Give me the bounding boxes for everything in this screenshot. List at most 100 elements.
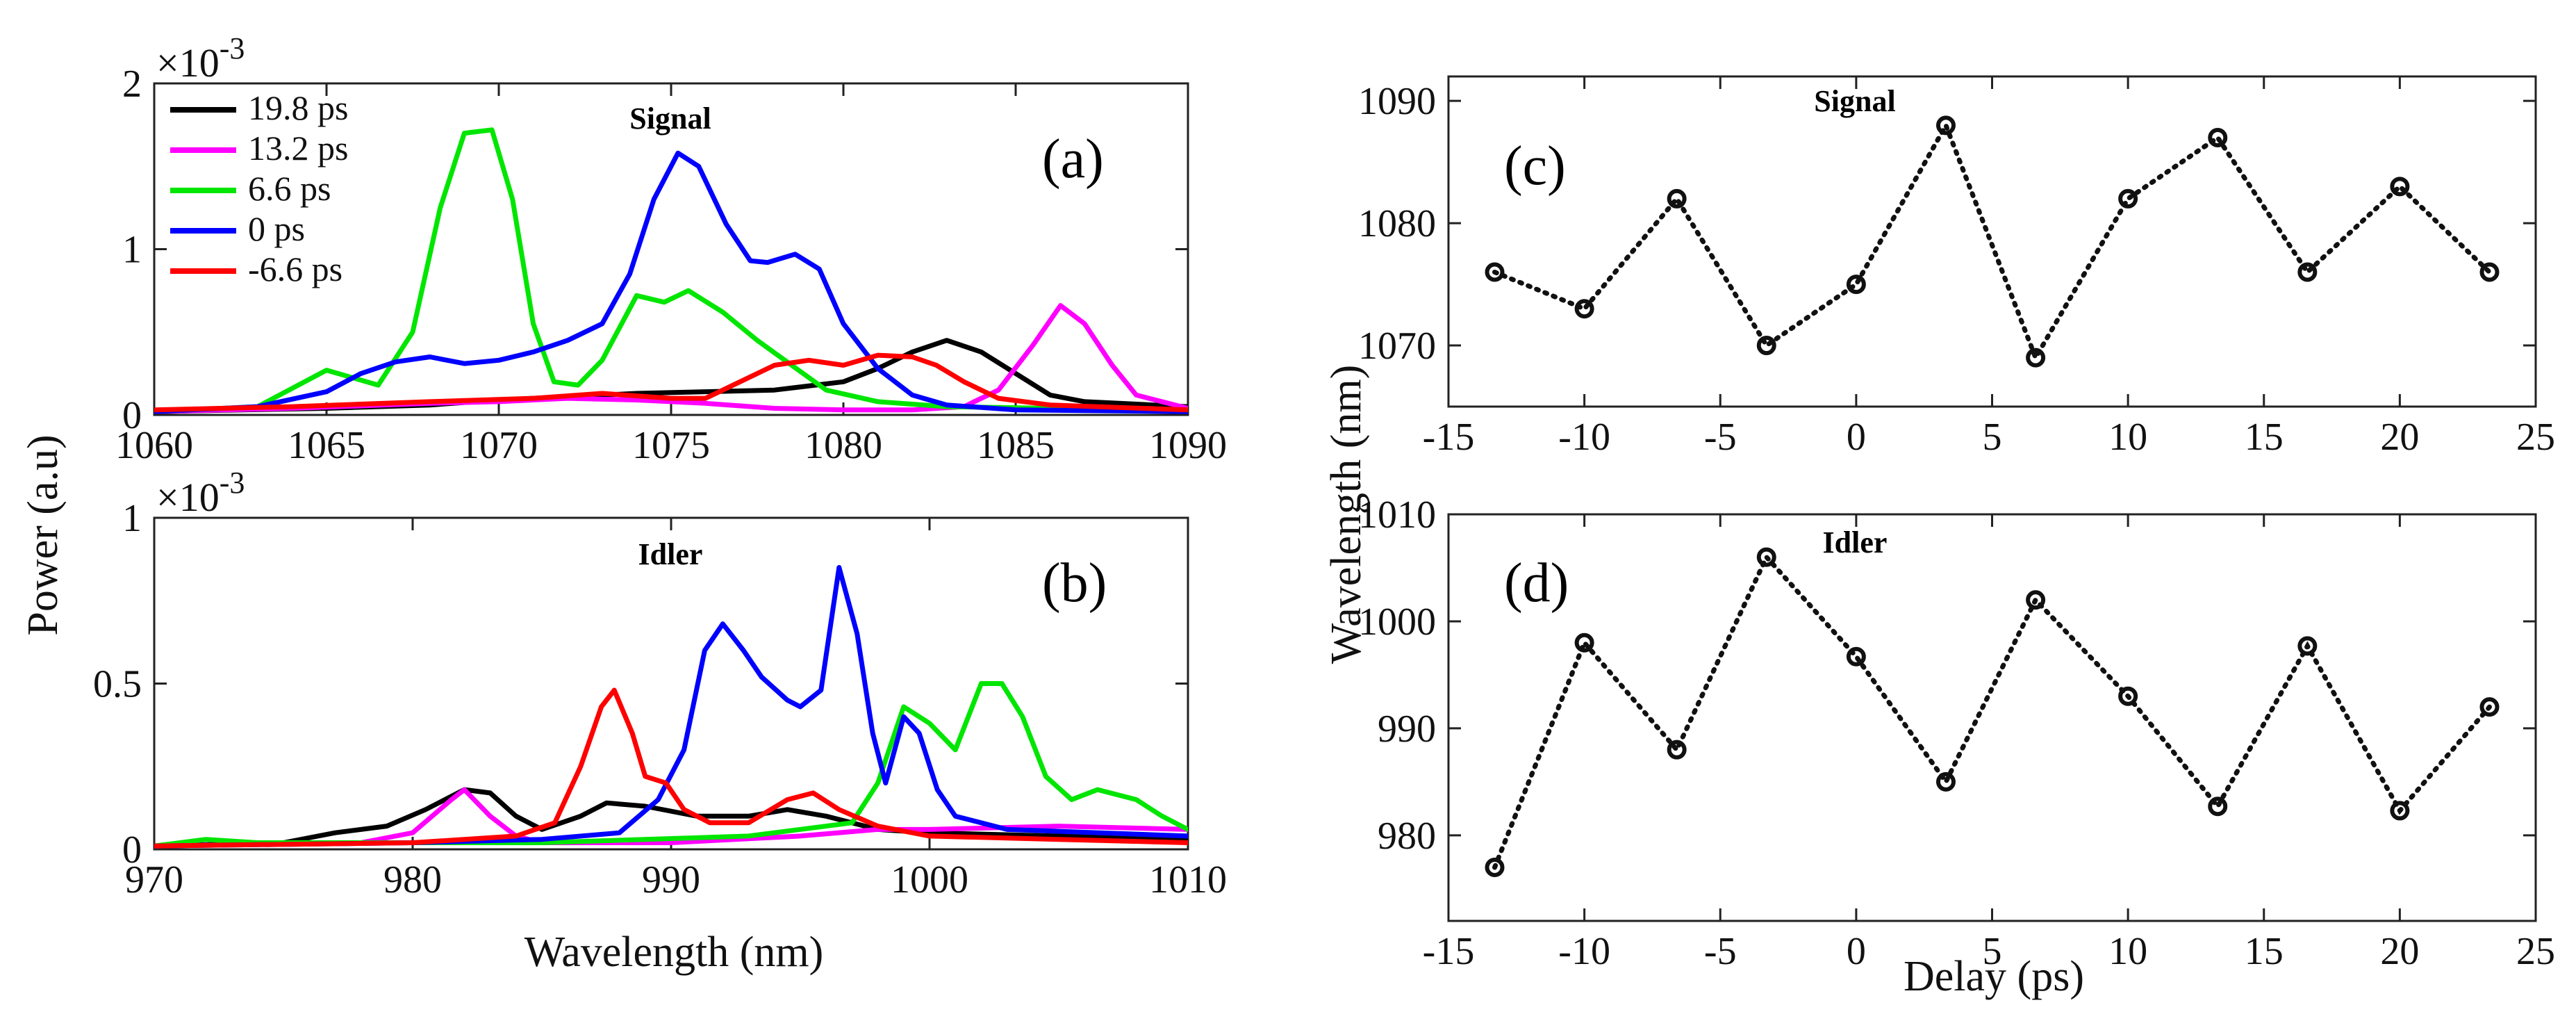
panel-title: Signal bbox=[1814, 84, 1895, 118]
data-point-marker bbox=[2208, 127, 2228, 147]
x-tick-label: 25 bbox=[2516, 930, 2555, 973]
x-tick-label: -15 bbox=[1423, 416, 1475, 459]
data-layer bbox=[154, 127, 1188, 414]
x-tick-label: 5 bbox=[1983, 416, 2002, 459]
right-x-axis-title: Delay (ps) bbox=[1904, 953, 2084, 1000]
x-tick-label: 1075 bbox=[632, 424, 710, 467]
x-tick-label: 990 bbox=[642, 858, 700, 901]
legend-label: 13.2 ps bbox=[248, 129, 348, 168]
data-point-marker bbox=[2118, 686, 2138, 706]
x-tick-label: 1070 bbox=[460, 424, 538, 467]
data-point-marker bbox=[1756, 336, 1776, 356]
y-tick-label: 1080 bbox=[1358, 202, 1436, 245]
y-tick-label: 1070 bbox=[1358, 325, 1436, 368]
x-tick-label: 15 bbox=[2245, 930, 2284, 973]
y-exponent-label: ×10-3 bbox=[156, 31, 245, 85]
data-point-marker bbox=[1846, 275, 1866, 295]
x-tick-label: 1065 bbox=[288, 424, 365, 467]
data-point-marker bbox=[1935, 771, 1956, 792]
data-point-marker bbox=[2390, 177, 2410, 197]
x-tick-label: 10 bbox=[2108, 416, 2147, 459]
y-tick-label: 2 bbox=[122, 63, 142, 106]
panel-d-idler-wavelength-vs-delay: -15 -10 -5 0 5 10 15 20 25 980 990 1000 1010 Idler (d) bbox=[1358, 493, 2555, 973]
data-point-marker bbox=[1846, 646, 1866, 667]
panel-title: Idler bbox=[1823, 525, 1888, 559]
data-point-marker bbox=[1574, 632, 1594, 653]
x-tick-label: 1010 bbox=[1149, 858, 1227, 901]
y-tick-label: 1 bbox=[122, 229, 142, 272]
x-tick-label: 0 bbox=[1847, 416, 1866, 459]
exponent-base: ×10 bbox=[156, 475, 220, 520]
exponent-power: -3 bbox=[220, 31, 245, 65]
series-line-198ps bbox=[154, 787, 1188, 849]
y-tick-label: 1 bbox=[122, 497, 142, 540]
data-point-marker bbox=[2479, 697, 2500, 717]
panel-title: Idler bbox=[638, 537, 703, 571]
y-tick-label: 980 bbox=[1378, 815, 1436, 858]
x-tick-label: 5 bbox=[1983, 930, 2002, 973]
data-point-marker bbox=[2297, 636, 2318, 656]
data-point-marker bbox=[2208, 797, 2228, 817]
x-tick-label: 1090 bbox=[1149, 424, 1227, 467]
y-tick-label: 1010 bbox=[1358, 493, 1436, 537]
panel-title: Signal bbox=[629, 101, 711, 136]
data-point-marker bbox=[1667, 740, 1687, 760]
series-line-neg66ps bbox=[154, 352, 1188, 413]
y-tick-label: 1000 bbox=[1358, 601, 1436, 644]
left-y-axis-title: Power (a.u) bbox=[19, 434, 67, 635]
data-point-marker bbox=[2297, 262, 2318, 282]
x-tick-label: 10 bbox=[2108, 930, 2147, 973]
data-layer bbox=[1485, 115, 2500, 368]
x-tick-label: 20 bbox=[2380, 416, 2419, 459]
data-point-marker bbox=[2026, 590, 2046, 610]
x-tick-label: 0 bbox=[1847, 930, 1866, 973]
panel-letter: (c) bbox=[1504, 136, 1566, 197]
panel-c-signal-wavelength-vs-delay: -15 -10 -5 0 5 10 15 20 25 1070 1080 1090 Signal (c) bbox=[1358, 75, 2555, 459]
series-line-66ps bbox=[154, 127, 1188, 414]
x-tick-label: 980 bbox=[383, 858, 442, 901]
exponent-base: ×10 bbox=[156, 40, 220, 85]
x-tick-label: -10 bbox=[1558, 930, 1610, 973]
y-tick-label: 0 bbox=[122, 828, 142, 872]
x-tick-label: -10 bbox=[1558, 416, 1610, 459]
series-line-0ps bbox=[154, 150, 1188, 414]
data-point-marker bbox=[1485, 262, 1505, 282]
x-tick-label: -5 bbox=[1704, 416, 1737, 459]
dotted-connector-line bbox=[1492, 553, 2492, 870]
data-point-marker bbox=[1667, 188, 1687, 209]
x-tick-label: 15 bbox=[2245, 416, 2284, 459]
data-point-marker bbox=[1935, 115, 1956, 136]
right-y-axis-title: Wavelength (nm) bbox=[1323, 365, 1370, 664]
legend-label: 0 ps bbox=[248, 209, 305, 248]
panel-letter: (b) bbox=[1042, 553, 1107, 614]
data-point-marker bbox=[2390, 801, 2410, 821]
data-layer bbox=[1485, 547, 2500, 878]
x-tick-label: 970 bbox=[125, 858, 183, 901]
x-tick-label: 1000 bbox=[891, 858, 968, 901]
data-point-marker bbox=[2479, 262, 2500, 282]
data-point-marker bbox=[2026, 348, 2046, 368]
panel-letter: (d) bbox=[1504, 553, 1569, 614]
y-tick-label: 0.5 bbox=[93, 663, 142, 706]
left-x-axis-title: Wavelength (nm) bbox=[525, 929, 824, 976]
x-tick-label: -15 bbox=[1423, 930, 1475, 973]
legend-label: 19.8 ps bbox=[248, 88, 348, 127]
dotted-connector-line bbox=[1492, 120, 2492, 364]
x-tick-label: -5 bbox=[1704, 930, 1737, 973]
data-point-marker bbox=[1756, 547, 1776, 567]
x-tick-label: 20 bbox=[2380, 930, 2419, 973]
x-tick-label: 25 bbox=[2516, 416, 2555, 459]
data-layer bbox=[154, 565, 1188, 849]
series-line-0ps bbox=[154, 565, 1188, 849]
panel-a-signal-spectra: 1060 1065 1070 1075 1080 1085 1090 0 1 2 ×10-3 Sign… bbox=[115, 31, 1227, 467]
data-point-marker bbox=[2118, 188, 2138, 209]
x-tick-label: 1080 bbox=[804, 424, 882, 467]
series-line-neg66ps bbox=[154, 687, 1188, 849]
data-point-marker bbox=[1574, 299, 1594, 319]
x-tick-label: 1060 bbox=[115, 424, 193, 467]
y-exponent-label: ×10-3 bbox=[156, 466, 245, 520]
data-point-marker bbox=[1485, 858, 1505, 878]
y-tick-label: 1090 bbox=[1358, 80, 1436, 123]
